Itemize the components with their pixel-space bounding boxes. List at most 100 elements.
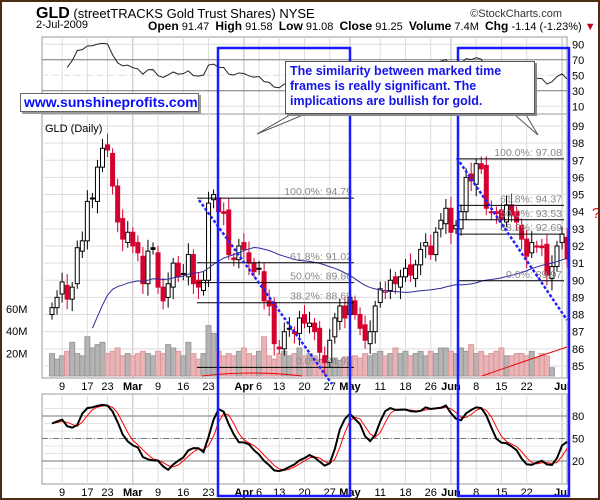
x-tick-label-lower: Jun (441, 487, 461, 499)
candle-body (256, 267, 262, 270)
candle-body (286, 327, 292, 330)
volume-bar (114, 347, 121, 377)
left-fib-label: 38.2%: 88.69 (290, 291, 352, 303)
x-tick-label: Jun (441, 381, 461, 393)
x-tick-label-lower: Jul (554, 487, 570, 499)
rsi-tick-label: 30 (572, 86, 584, 98)
volume-bar (402, 350, 409, 377)
x-tick-label: Mar (123, 381, 143, 393)
marked-timeframe-right (456, 46, 571, 498)
candle-body (271, 302, 277, 345)
chg-value: -1.14 (-1.23%) (511, 21, 582, 33)
candle-body (105, 144, 111, 151)
volume-bar (235, 350, 242, 377)
candle-body (397, 276, 403, 288)
volume-bar (124, 353, 131, 377)
x-tick-label: 6 (256, 381, 262, 393)
x-tick-label-lower: 22 (521, 487, 533, 499)
x-tick-label-lower: 11 (375, 487, 386, 499)
volume-bar (129, 355, 136, 377)
website-url-box[interactable]: www.sunshineprofits.com (20, 93, 199, 112)
candle-body (408, 264, 414, 276)
volume-bar (387, 353, 394, 377)
candle-body (332, 317, 338, 338)
candle-body (115, 185, 121, 223)
close-label: Close (339, 19, 373, 33)
candle-body (195, 279, 201, 288)
volume-bar (49, 353, 55, 377)
candle-body (201, 279, 206, 292)
candle-body (206, 202, 212, 281)
stoch-tick-label: 80 (572, 411, 584, 423)
volume-bar (54, 358, 61, 377)
x-tick-label-lower: 26 (425, 487, 437, 499)
candle-body (231, 257, 237, 261)
price-tick-label: 92 (572, 241, 584, 253)
x-tick-label-lower: 23 (202, 487, 214, 499)
candle-body (307, 322, 313, 328)
volume-bar (528, 350, 535, 377)
candle-body (130, 231, 136, 247)
x-tick-label-lower: Apr (234, 487, 254, 499)
candle-body (84, 200, 90, 242)
candle-body (413, 264, 419, 280)
right-fib-label: 38.2%: 92.69 (500, 222, 562, 234)
volume-tick-label: 60M (6, 304, 27, 316)
price-tick-label: 88 (572, 310, 584, 322)
x-tick-label-lower: Mar (123, 487, 143, 499)
volume-bar (377, 350, 384, 377)
volume-bar (225, 353, 232, 377)
x-tick-label: 20 (298, 381, 310, 393)
candle-body (135, 242, 141, 254)
candle-body (120, 218, 126, 240)
candle-body (59, 281, 65, 295)
volume-bar (483, 355, 490, 377)
candle-body (433, 231, 439, 256)
volume-bar (437, 347, 444, 377)
chart-title: GLD (streetTRACKS Gold Trust Shares) NYS… (36, 5, 315, 23)
left-fib-label: 0.0%: 84.92 (296, 355, 352, 367)
candle-body (473, 163, 479, 185)
volume-bar (473, 353, 480, 377)
candle-body (509, 204, 515, 216)
volume-bar (89, 347, 96, 377)
volume-bar (498, 347, 505, 377)
exchange: NYSE (279, 6, 315, 21)
price-tick-label: 93 (572, 224, 584, 236)
candle-body (539, 245, 545, 249)
candle-body (428, 245, 434, 256)
volume-bar (185, 341, 192, 377)
volume-bar (548, 367, 555, 377)
candle-body (514, 211, 520, 223)
candle-body (483, 164, 489, 209)
volume-bar (463, 350, 470, 377)
candle-body (392, 276, 398, 285)
x-tick-label: 23 (202, 381, 214, 393)
x-tick-label-lower: 16 (177, 487, 189, 499)
x-tick-label-lower: 17 (81, 487, 93, 499)
candle-body (94, 166, 100, 202)
volume-bar (493, 350, 500, 377)
x-tick-label: 23 (101, 381, 113, 393)
candle-body (504, 204, 509, 223)
candle-body (165, 283, 171, 298)
volume-average-line (201, 346, 568, 377)
volume-bar (175, 350, 182, 377)
volume-bar (190, 353, 197, 377)
volume-bar (362, 353, 369, 377)
volume-bar (286, 355, 293, 377)
stockcharts-credit[interactable]: ©StockCharts.com (470, 8, 562, 20)
volume-bar (407, 355, 414, 377)
security-name: (streetTRACKS Gold Trust Shares) (73, 6, 276, 21)
volume-bar (533, 357, 540, 377)
candle-body (150, 247, 156, 250)
candle-body (175, 262, 181, 278)
rsi-tick-label: 70 (572, 55, 584, 67)
volume-bar (150, 355, 156, 377)
price-tick-label: 95 (572, 190, 584, 202)
volume-bar (382, 355, 389, 377)
price-tick-label: 85 (572, 361, 584, 373)
volume-bar (432, 353, 439, 377)
volume-bar (468, 344, 475, 377)
x-tick-label-lower: 8 (473, 487, 479, 499)
